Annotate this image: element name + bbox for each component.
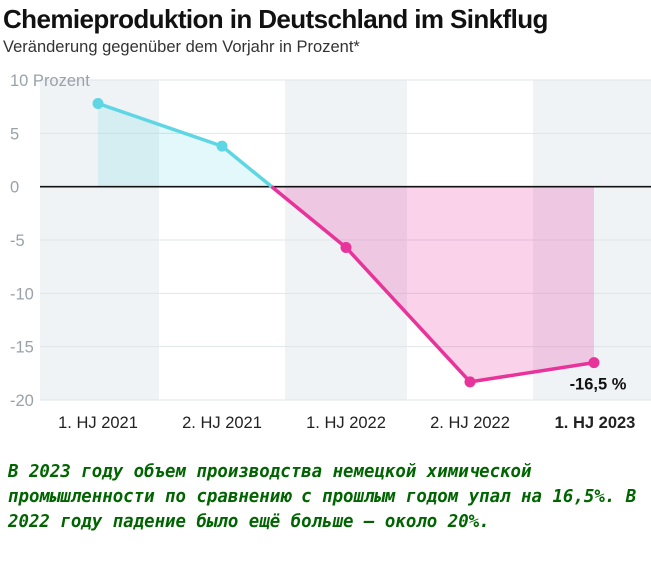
data-labels: -16,5 % xyxy=(570,376,627,394)
y-tick-label: 0 xyxy=(10,179,19,197)
line-chart: 10 Prozent 5 0 -5 -10 -15 -20 1. HJ 2021 2. HJ … xyxy=(10,72,651,432)
x-tick-label: 2. HJ 2021 xyxy=(182,414,262,432)
y-tick-label: -15 xyxy=(10,339,34,357)
y-tick-label: 10 Prozent xyxy=(10,72,90,90)
data-point xyxy=(588,357,600,369)
x-tick-label: 1. HJ 2021 xyxy=(58,414,138,432)
data-label: -16,5 % xyxy=(570,376,627,394)
grid-lines xyxy=(40,79,651,401)
y-axis-ticks: 10 Prozent 5 0 -5 -10 -15 -20 xyxy=(10,72,90,410)
data-point xyxy=(464,376,476,388)
data-points xyxy=(92,97,600,388)
area-fills xyxy=(98,103,594,382)
x-tick-label: 1. HJ 2023 xyxy=(555,414,636,432)
y-tick-label: -20 xyxy=(10,392,34,410)
area-fill xyxy=(98,103,272,187)
x-tick-label: 2. HJ 2022 xyxy=(430,414,510,432)
chart-subtitle: Veränderung gegenüber dem Vorjahr in Pro… xyxy=(3,38,360,56)
y-tick-label: -5 xyxy=(10,232,25,250)
y-tick-label: -10 xyxy=(10,285,34,303)
caption-text: В 2023 году объем производства немецкой … xyxy=(8,462,637,532)
data-point xyxy=(340,241,352,253)
data-point xyxy=(216,140,228,152)
x-tick-label: 1. HJ 2022 xyxy=(306,414,386,432)
chart-title: Chemieproduktion in Deutschland im Sinkf… xyxy=(3,4,548,34)
data-point xyxy=(92,97,104,109)
area-fill xyxy=(271,186,594,382)
y-tick-label: 5 xyxy=(10,125,19,143)
x-axis-ticks: 1. HJ 2021 2. HJ 2021 1. HJ 2022 2. HJ 2022… xyxy=(58,414,635,432)
series-line xyxy=(270,185,595,384)
